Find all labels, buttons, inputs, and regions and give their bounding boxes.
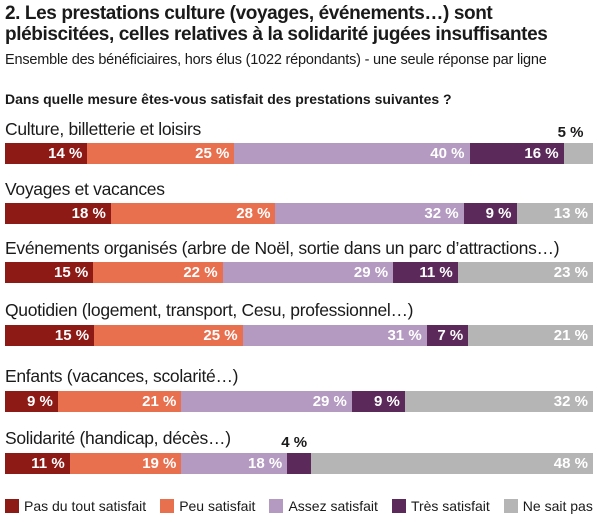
legend-swatch: [160, 499, 175, 513]
bar-segment: 9 %: [351, 391, 405, 412]
data-label: 21 %: [553, 327, 588, 344]
data-label: 9 %: [27, 393, 53, 410]
legend: Pas du tout satisfait Peu satisfait Asse…: [5, 497, 597, 515]
stacked-bar: 14 % 25 % 40 % 16 %: [5, 143, 593, 164]
bar-segment: 40 %: [234, 143, 470, 164]
bar-segment: 19 %: [69, 453, 182, 474]
survey-question: Dans quelle mesure êtes-vous satisfait d…: [5, 91, 452, 107]
bar-segment: 9 %: [5, 391, 58, 412]
bar-segment: 48 %: [310, 453, 593, 474]
stacked-bar: 9 % 21 % 29 % 9 % 32 %: [5, 391, 593, 412]
bar-segment: 32 %: [275, 203, 464, 224]
bar-segment: 11 %: [393, 262, 458, 283]
bar-segment: 32 %: [404, 391, 593, 412]
data-label: 4 %: [281, 434, 308, 451]
data-label: 31 %: [387, 327, 422, 344]
category-label: Evénements organisés (arbre de Noël, sor…: [5, 238, 560, 258]
legend-item: Très satisfait: [391, 498, 490, 514]
legend-swatch: [269, 499, 284, 513]
bar-segment: 18 %: [5, 203, 111, 224]
category-label: Solidarité (handicap, décès…): [5, 428, 231, 448]
bar-segment: 25 %: [87, 143, 235, 164]
stacked-bar: 18 % 28 % 32 % 9 % 13 %: [5, 203, 593, 224]
bar-segment: 13 %: [516, 203, 593, 224]
data-label: 25 %: [195, 145, 230, 162]
stacked-bar: 11 % 19 % 18 % 48 %: [5, 453, 593, 474]
bar-segment: 21 %: [468, 325, 593, 346]
data-label: 22 %: [183, 264, 218, 281]
category-label: Quotidien (logement, transport, Cesu, pr…: [5, 300, 414, 320]
data-label: 14 %: [48, 145, 83, 162]
data-label: 25 %: [203, 327, 238, 344]
data-label: 40 %: [430, 145, 465, 162]
stacked-bar: 15 % 25 % 31 % 7 % 21 %: [5, 325, 593, 346]
data-label: 23 %: [553, 264, 588, 281]
data-label: 29 %: [312, 393, 347, 410]
bar-segment: 23 %: [457, 262, 593, 283]
stacked-bar: 15 % 22 % 29 % 11 % 23 %: [5, 262, 593, 283]
legend-label: Pas du tout satisfait: [24, 498, 147, 514]
data-label: 5 %: [557, 124, 584, 141]
legend-item: Peu satisfait: [160, 498, 255, 514]
legend-swatch: [391, 499, 406, 513]
bar-segment: 11 %: [5, 453, 70, 474]
legend-swatch: [5, 499, 19, 513]
legend-item: Ne sait pas: [503, 498, 593, 514]
category-label: Culture, billetterie et loisirs: [5, 119, 201, 139]
bar-segment: 7 %: [426, 325, 469, 346]
bar-segment: 18 %: [181, 453, 288, 474]
bar-segment: 28 %: [110, 203, 276, 224]
data-label: 32 %: [553, 393, 588, 410]
data-label: 15 %: [54, 327, 90, 344]
category-label: Voyages et vacances: [5, 179, 165, 199]
data-label: 18 %: [71, 205, 106, 222]
legend-label: Ne sait pas: [522, 498, 593, 514]
bar-segment: [287, 453, 311, 474]
category-label: Enfants (vacances, scolarité…): [5, 366, 239, 386]
bar-segment: 31 %: [242, 325, 427, 346]
legend-swatch: [503, 499, 518, 513]
data-label: 13 %: [553, 205, 588, 222]
legend-label: Assez satisfait: [288, 498, 378, 514]
data-label: 28 %: [236, 205, 271, 222]
legend-label: Peu satisfait: [179, 498, 256, 514]
bar-segment: 15 %: [5, 262, 94, 283]
data-label: 11 %: [419, 264, 453, 281]
legend-label: Très satisfait: [410, 498, 490, 514]
bar-segment: 29 %: [181, 391, 352, 412]
bar-segment: 15 %: [5, 325, 95, 346]
data-label: 15 %: [53, 264, 89, 281]
chart-title: 2. Les prestations culture (voyages, évé…: [5, 3, 548, 45]
data-label: 16 %: [524, 145, 559, 162]
legend-item: Pas du tout satisfait: [5, 498, 146, 514]
data-label: 32 %: [424, 205, 459, 222]
data-label: 9 %: [485, 205, 512, 222]
data-label: 7 %: [437, 327, 464, 344]
chart-subtitle: Ensemble des bénéficiaires, hors élus (1…: [5, 52, 547, 68]
data-label: 48 %: [553, 455, 588, 472]
data-label: 18 %: [248, 455, 283, 472]
data-label: 19 %: [142, 455, 177, 472]
bar-segment: [563, 143, 593, 164]
data-label: 29 %: [353, 264, 389, 281]
data-label: 9 %: [373, 393, 400, 410]
data-label: 11 %: [31, 455, 65, 472]
bar-segment: 14 %: [5, 143, 88, 164]
data-label: 21 %: [142, 393, 177, 410]
bar-segment: 16 %: [469, 143, 564, 164]
bar-segment: 29 %: [222, 262, 394, 283]
legend-item: Assez satisfait: [269, 498, 378, 514]
bar-segment: 25 %: [94, 325, 243, 346]
bar-segment: 9 %: [463, 203, 517, 224]
bar-segment: 21 %: [57, 391, 182, 412]
bar-segment: 22 %: [93, 262, 223, 283]
